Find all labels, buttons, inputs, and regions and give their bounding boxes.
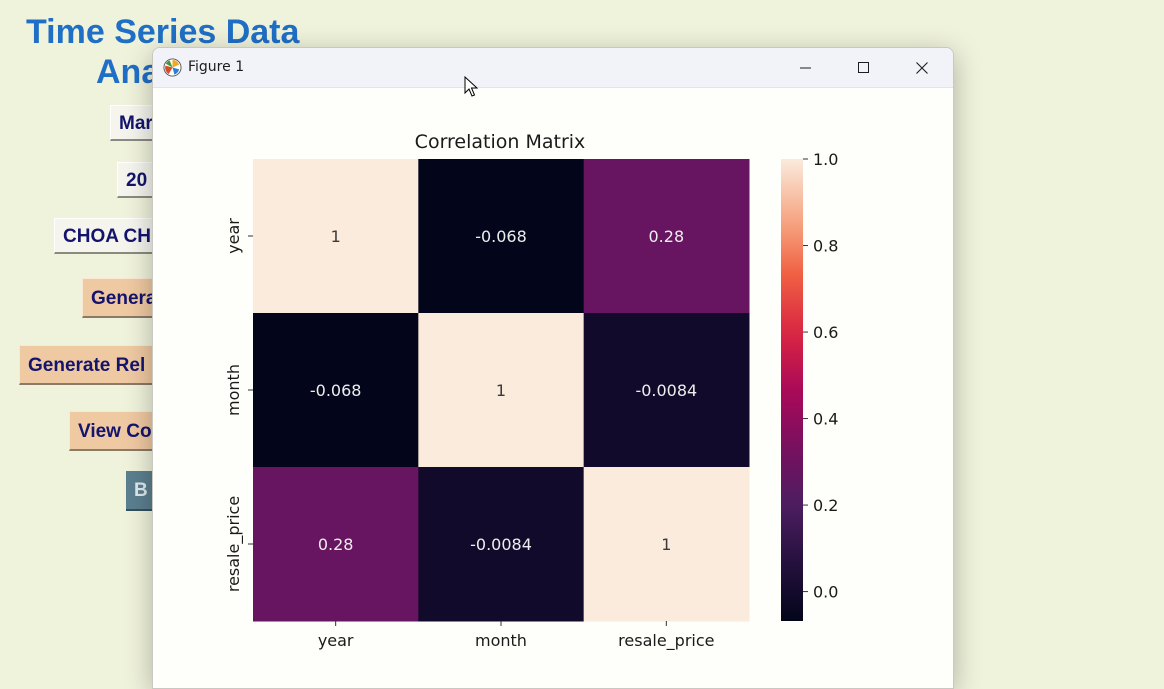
figure-window: Figure 1 Correlation Matrix 1 -0.068 0.28 -…: [152, 47, 954, 689]
mouse-cursor-icon: [464, 76, 478, 97]
generate-relationship-button[interactable]: Generate Rel: [19, 345, 169, 385]
minimize-button[interactable]: [777, 48, 835, 87]
colorbar: [781, 159, 803, 621]
heatmap-cell: [253, 159, 419, 314]
heatmap-cell: [583, 159, 750, 314]
x-tick-label: resale_price: [618, 631, 714, 651]
x-tick-label: month: [475, 631, 527, 650]
app-title: Time Series Data Ana: [26, 12, 326, 92]
heatmap-cell: [418, 313, 585, 468]
y-tick-label: year: [224, 218, 243, 254]
heatmap-cell: [418, 159, 585, 314]
colorbar-tick-label: 0.2: [813, 496, 838, 515]
chart-title: Correlation Matrix: [415, 131, 586, 153]
close-icon: [916, 62, 928, 74]
heatmap-cell: [583, 467, 750, 622]
heatmap-cell: [253, 313, 419, 468]
maximize-button[interactable]: [835, 48, 893, 87]
heatmap-cell: [583, 313, 750, 468]
colorbar-tick-label: 0.4: [813, 410, 838, 429]
matplotlib-icon: [163, 58, 182, 77]
cell-annotation: 0.28: [649, 227, 685, 246]
cell-annotation: 0.28: [318, 535, 354, 554]
y-tick-label: resale_price: [224, 496, 244, 592]
y-tick-label: month: [224, 364, 243, 416]
app-title-line2: Ana: [96, 53, 161, 91]
colorbar-tick-label: 1.0: [813, 150, 838, 169]
cell-annotation: -0.0084: [470, 535, 532, 554]
maximize-icon: [858, 62, 869, 73]
cell-annotation: 1: [496, 381, 506, 400]
app-title-line1: Time Series Data: [26, 13, 300, 51]
heatmap-cell: [253, 467, 419, 622]
colorbar-tick-label: 0.8: [813, 237, 838, 256]
window-title: Figure 1: [188, 59, 245, 75]
correlation-heatmap: Correlation Matrix 1 -0.068 0.28 -0.068 1 -0.…: [224, 131, 838, 651]
cell-annotation: -0.0084: [635, 381, 697, 400]
x-tick-label: year: [318, 631, 354, 650]
minimize-icon: [800, 67, 811, 69]
cell-annotation: -0.068: [475, 227, 527, 246]
colorbar-tick-label: 0.0: [813, 583, 838, 602]
window-titlebar[interactable]: Figure 1: [153, 48, 953, 88]
close-button[interactable]: [893, 48, 951, 87]
cell-annotation: 1: [331, 227, 341, 246]
cell-annotation: 1: [661, 535, 671, 554]
colorbar-tick-label: 0.6: [813, 323, 838, 342]
heatmap-cell: [418, 467, 585, 622]
cell-annotation: -0.068: [310, 381, 362, 400]
figure-canvas: Correlation Matrix 1 -0.068 0.28 -0.068 1 -0.…: [153, 88, 953, 688]
